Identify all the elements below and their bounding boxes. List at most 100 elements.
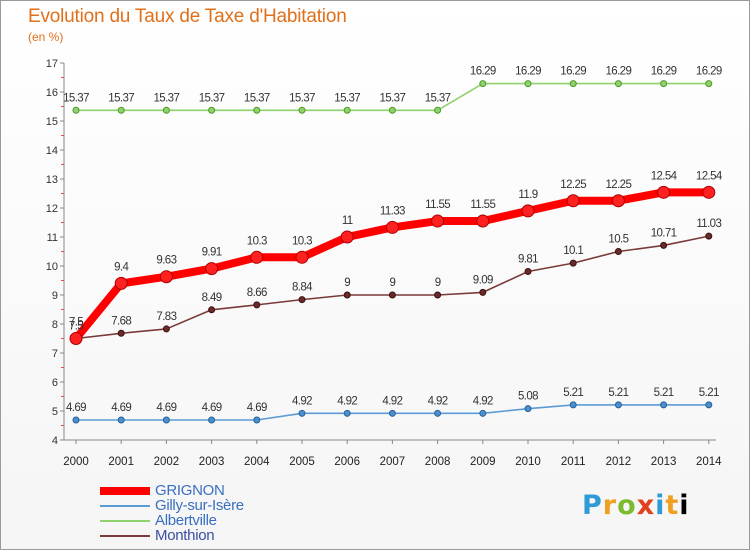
data-label: 9 xyxy=(344,277,350,289)
data-label: 16.29 xyxy=(651,66,677,78)
data-label: 8.84 xyxy=(292,282,313,294)
data-label: 4.92 xyxy=(292,395,312,407)
x-tick-label: 2002 xyxy=(154,456,180,468)
proxiti-logo: Proxiti xyxy=(582,490,690,521)
data-point xyxy=(159,270,173,284)
data-label: 9.09 xyxy=(473,274,493,286)
data-point xyxy=(434,291,442,299)
data-point xyxy=(253,301,261,309)
data-point xyxy=(705,232,713,240)
x-tick-label: 2001 xyxy=(108,456,134,468)
data-point xyxy=(660,401,668,409)
data-point xyxy=(434,106,442,114)
data-label: 16.29 xyxy=(515,66,541,78)
data-label: 16.29 xyxy=(696,66,722,78)
data-label: 5.21 xyxy=(699,387,719,399)
data-point xyxy=(253,106,261,114)
logo-letter: P xyxy=(582,490,603,521)
logo-letter: o xyxy=(617,490,637,521)
data-label: 5.21 xyxy=(608,387,628,399)
legend-label: Monthion xyxy=(155,527,215,544)
data-point xyxy=(479,288,487,296)
x-tick-label: 2009 xyxy=(470,456,496,468)
data-point xyxy=(476,214,490,228)
data-point xyxy=(614,248,622,255)
data-point xyxy=(117,106,125,114)
data-label: 4.69 xyxy=(202,402,222,414)
data-label: 9.81 xyxy=(518,254,538,266)
data-point xyxy=(343,291,351,299)
data-label: 4.69 xyxy=(156,402,176,414)
data-label: 7.5 xyxy=(69,317,83,329)
data-label: 15.37 xyxy=(289,92,315,104)
unit-label: (en %) xyxy=(28,30,64,44)
x-tick-label: 2000 xyxy=(63,456,89,468)
legend-label: Albertville xyxy=(155,512,217,529)
data-point xyxy=(162,325,170,333)
data-label: 4.69 xyxy=(66,402,86,414)
data-label: 10.5 xyxy=(608,234,628,246)
data-label: 12.54 xyxy=(696,170,723,182)
data-point xyxy=(295,250,309,264)
data-label: 12.25 xyxy=(606,179,632,191)
data-point xyxy=(705,80,713,88)
data-point xyxy=(208,306,216,314)
y-tick-label: 4 xyxy=(52,435,58,447)
data-point xyxy=(208,106,216,114)
data-point xyxy=(434,409,442,417)
y-tick-label: 9 xyxy=(52,290,58,302)
data-point xyxy=(208,416,216,424)
data-point xyxy=(250,250,264,264)
data-point xyxy=(388,291,396,299)
data-point xyxy=(705,401,713,409)
data-label: 11.55 xyxy=(425,199,450,211)
data-point xyxy=(72,106,80,114)
data-point xyxy=(343,409,351,417)
data-label: 7.68 xyxy=(111,315,131,327)
data-label: 15.37 xyxy=(334,92,360,104)
y-tick-label: 16 xyxy=(46,87,58,99)
data-label: 12.25 xyxy=(560,179,586,191)
y-tick-label: 14 xyxy=(46,145,58,157)
x-tick-label: 2010 xyxy=(515,456,541,468)
data-point xyxy=(385,220,399,234)
data-point xyxy=(298,106,306,114)
x-tick-label: 2003 xyxy=(199,456,225,468)
y-tick-label: 17 xyxy=(46,58,58,70)
data-point xyxy=(524,405,532,413)
y-tick-label: 7 xyxy=(52,348,58,360)
legend-swatch xyxy=(100,487,150,495)
data-label: 9 xyxy=(435,277,441,289)
data-point xyxy=(117,329,125,337)
legend-label: GRIGNON xyxy=(155,482,225,499)
data-label: 8.49 xyxy=(202,292,222,304)
data-point xyxy=(253,416,261,424)
data-label: 5.08 xyxy=(518,391,538,403)
data-point xyxy=(479,409,487,417)
y-tick-label: 10 xyxy=(46,261,58,273)
x-tick-label: 2014 xyxy=(696,456,722,468)
data-label: 15.37 xyxy=(199,92,225,104)
data-label: 4.69 xyxy=(247,402,267,414)
data-label: 9.4 xyxy=(114,261,129,273)
data-label: 16.29 xyxy=(606,66,632,78)
data-label: 15.37 xyxy=(380,92,406,104)
y-tick-label: 6 xyxy=(52,377,58,389)
data-label: 10.3 xyxy=(247,235,267,247)
y-tick-label: 12 xyxy=(46,203,58,215)
data-point xyxy=(611,194,625,208)
data-label: 10.71 xyxy=(651,227,677,239)
data-label: 8.66 xyxy=(247,287,267,299)
data-label: 9 xyxy=(390,277,396,289)
data-point xyxy=(340,230,354,244)
data-label: 11.33 xyxy=(380,205,405,217)
data-point xyxy=(69,332,83,345)
data-label: 11.9 xyxy=(518,189,537,201)
y-tick-label: 8 xyxy=(52,319,58,331)
data-label: 4.92 xyxy=(473,395,493,407)
data-label: 15.37 xyxy=(244,92,270,104)
legend-swatch xyxy=(100,535,150,537)
data-point xyxy=(660,80,668,88)
data-point xyxy=(657,185,671,199)
